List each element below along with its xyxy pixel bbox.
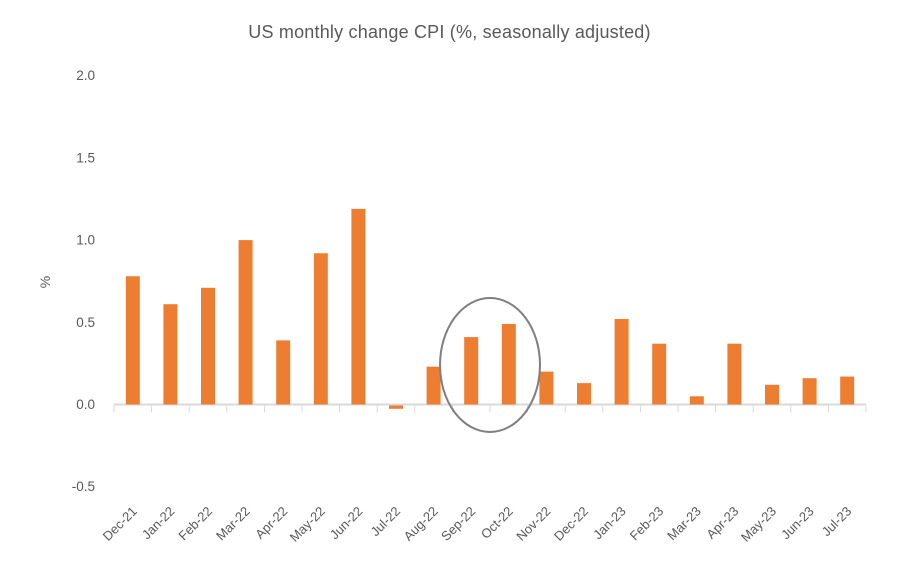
bar-Apr-22 [276, 340, 291, 405]
bar-Jan-23 [614, 319, 629, 405]
x-axis-label: Aug-22 [400, 504, 440, 544]
bar-Mar-22 [238, 240, 253, 405]
bar-Sep-22 [464, 337, 479, 405]
bar-Jan-22 [163, 304, 178, 405]
y-axis-tick-label: 0.0 [76, 397, 95, 412]
x-axis-label: Dec-22 [551, 504, 591, 544]
bar-Dec-21 [125, 276, 140, 405]
x-axis-label: Jan-22 [139, 504, 178, 543]
x-axis-label: Jul-22 [367, 504, 403, 540]
bar-Apr-23 [727, 343, 742, 405]
bar-Oct-22 [501, 323, 516, 405]
bar-Jun-23 [802, 378, 817, 405]
x-axis-label: Mar-22 [213, 504, 253, 544]
annotation-ellipse [439, 297, 541, 433]
bar-Jun-22 [351, 208, 366, 405]
x-axis-label: May-22 [287, 504, 328, 545]
x-axis-label: Apr-23 [703, 504, 741, 542]
x-axis-label: Jun-23 [778, 504, 817, 543]
y-axis-tick-label: 2.0 [76, 68, 95, 83]
bar-Nov-22 [539, 371, 554, 405]
y-axis-tick-label: -0.5 [72, 479, 95, 494]
x-axis-label: Jun-22 [327, 504, 366, 543]
y-axis-tick-label: 1.0 [76, 233, 95, 248]
x-axis-label: Mar-23 [664, 504, 704, 544]
x-axis-label: Sep-22 [438, 504, 478, 544]
bar-Jul-22 [389, 405, 403, 409]
bar-Mar-23 [689, 396, 704, 405]
y-axis-tick-label: 1.5 [76, 150, 95, 165]
x-axis-label: May-23 [738, 504, 779, 545]
bar-Jul-23 [840, 376, 855, 405]
bar-Dec-22 [577, 383, 591, 405]
x-axis-label: Oct-22 [478, 504, 516, 542]
chart-title: US monthly change CPI (%, seasonally adj… [248, 22, 651, 42]
bar-Aug-22 [426, 366, 441, 405]
y-axis-tick-label: 0.5 [76, 315, 95, 330]
bar-May-22 [313, 253, 328, 405]
x-axis-label: Apr-22 [252, 504, 290, 542]
bar-May-23 [765, 384, 779, 405]
bar-Feb-23 [652, 343, 667, 405]
x-axis-label: Feb-23 [627, 504, 667, 544]
bar-Feb-22 [201, 287, 215, 405]
x-axis-label: Feb-22 [175, 504, 215, 544]
x-axis-label: Nov-22 [513, 504, 553, 544]
x-axis-label: Dec-21 [100, 504, 140, 544]
x-axis-label: Jul-23 [819, 504, 855, 540]
x-axis-label: Jan-23 [590, 504, 629, 543]
